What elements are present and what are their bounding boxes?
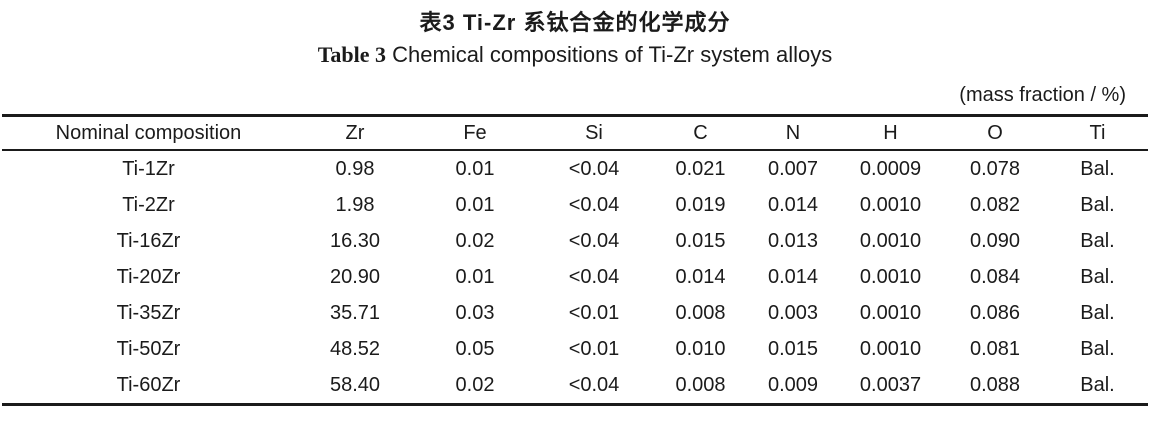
table-body: Ti-1Zr 0.98 0.01 <0.04 0.021 0.007 0.0009 0.078… [2,150,1148,405]
table-header: Nominal composition Zr Fe Si C N H O Ti [2,115,1148,151]
table-cell: Bal. [1080,229,1115,252]
table-row: Ti-1Zr 0.98 0.01 <0.04 0.021 0.007 0.0009 0.078… [2,150,1148,187]
table-cell: 0.0009 [859,157,922,180]
table-cell: 0.003 [767,301,819,324]
table-cell: Ti-20Zr [116,265,181,288]
table-cell: 0.009 [767,373,819,396]
table-cell: 0.013 [767,229,819,252]
table-title-chinese: 表3 Ti-Zr 系钛合金的化学成分 [419,10,731,35]
table-cell: <0.04 [568,157,620,180]
table-cell: 0.086 [969,301,1021,324]
table-cell: 0.007 [767,157,819,180]
table-cell: 0.01 [455,193,495,216]
table-cell: <0.04 [568,265,620,288]
table-cell: 0.015 [675,229,726,252]
table-cell: <0.01 [568,301,620,324]
table-cell: 58.40 [329,373,381,396]
table-cell: 0.0010 [859,337,922,360]
table-cell: 0.05 [455,337,495,360]
table-row: Ti-60Zr 58.40 0.02 <0.04 0.008 0.009 0.0037 0.0… [2,367,1148,405]
table-cell: Ti-35Zr [116,301,181,324]
table-cell: Bal. [1080,157,1115,180]
column-header-h: H [838,115,943,151]
table-cell: 0.081 [969,337,1021,360]
table-cell: <0.04 [568,193,620,216]
column-header-zr: Zr [295,115,415,151]
column-header-si: Si [535,115,653,151]
table-cell: 0.008 [675,373,726,396]
table-cell: Ti-16Zr [116,229,181,252]
table-cell: 0.01 [455,265,495,288]
table-cell: 0.01 [455,157,495,180]
column-header-c: C [653,115,748,151]
table-cell: 0.0010 [859,301,922,324]
table-cell: 0.015 [767,337,819,360]
table-title-text: Chemical compositions of Ti-Zr system al… [386,42,833,67]
column-header-nominal-composition: Nominal composition [2,115,295,151]
table-row: Ti-2Zr 1.98 0.01 <0.04 0.019 0.014 0.0010 0.082… [2,187,1148,223]
table-cell: Bal. [1080,373,1115,396]
table-cell: 0.008 [675,301,726,324]
table-cell: 0.014 [767,265,819,288]
table-cell: 0.02 [455,373,495,396]
table-cell: 0.0010 [859,229,922,252]
table-cell: 0.014 [767,193,819,216]
table-cell: 0.021 [675,157,726,180]
unit-note: (mass fraction / %) [959,84,1126,106]
table-cell: <0.04 [568,229,620,252]
table-cell: 0.090 [969,229,1021,252]
table-cell: Ti-60Zr [116,373,181,396]
column-header-ti: Ti [1047,115,1148,151]
table-cell: <0.04 [568,373,620,396]
table-cell: Bal. [1080,301,1115,324]
table-cell: Ti-50Zr [116,337,181,360]
table-cell: 0.02 [455,229,495,252]
table-cell: <0.01 [568,337,620,360]
table-cell: Ti-1Zr [122,157,175,180]
table-cell: 35.71 [329,301,381,324]
table-cell: 0.98 [335,157,375,180]
table-row: Ti-20Zr 20.90 0.01 <0.04 0.014 0.014 0.0010 0.0… [2,259,1148,295]
column-header-fe: Fe [415,115,535,151]
table-cell: 0.082 [969,193,1021,216]
table-cell: 0.078 [969,157,1021,180]
table-row: Ti-50Zr 48.52 0.05 <0.01 0.010 0.015 0.0010 0.0… [2,331,1148,367]
table-cell: 0.0010 [859,265,922,288]
table-cell: Ti-2Zr [122,193,175,216]
table-cell: 20.90 [329,265,381,288]
table-cell: Bal. [1080,193,1115,216]
table-number-label: Table 3 [317,42,387,67]
column-header-o: O [943,115,1047,151]
header-row: Nominal composition Zr Fe Si C N H O Ti [2,115,1148,151]
table-cell: 0.0010 [859,193,922,216]
column-header-n: N [748,115,838,151]
table-cell: 0.0037 [859,373,922,396]
table-cell: 16.30 [329,229,381,252]
table-cell: 0.010 [675,337,726,360]
table-cell: 0.088 [969,373,1021,396]
table-cell: Bal. [1080,337,1115,360]
table-cell: 1.98 [335,193,375,216]
table-cell: Bal. [1080,265,1115,288]
table-cell: 0.019 [675,193,726,216]
table-cell: 48.52 [329,337,381,360]
table-row: Ti-35Zr 35.71 0.03 <0.01 0.008 0.003 0.0010 0.0… [2,295,1148,331]
table-row: Ti-16Zr 16.30 0.02 <0.04 0.015 0.013 0.0010 0.0… [2,223,1148,259]
table-cell: 0.03 [455,301,495,324]
table-cell: 0.084 [969,265,1021,288]
table-cell: 0.014 [675,265,726,288]
composition-table: Nominal composition Zr Fe Si C N H O Ti … [2,114,1148,406]
table-title-english: Table 3 Chemical compositions of Ti-Zr s… [0,41,1150,68]
